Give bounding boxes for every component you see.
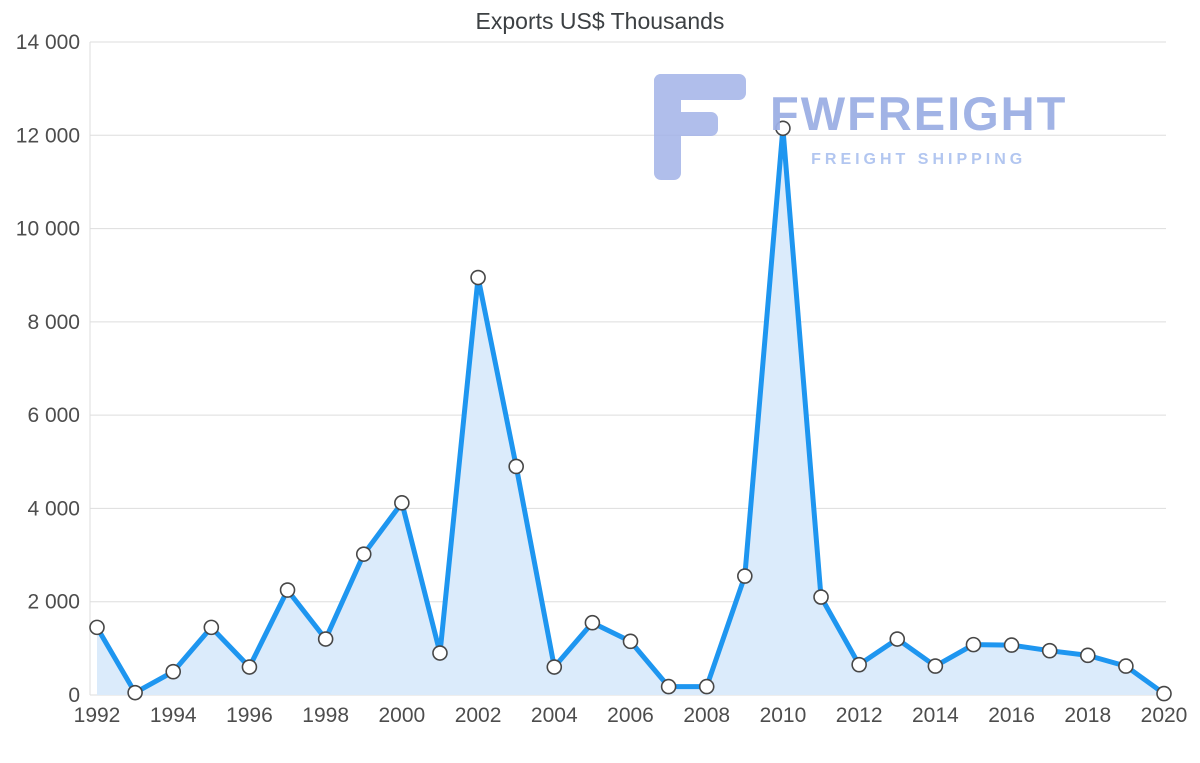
data-point-marker [737, 568, 753, 584]
data-point-marker [622, 633, 639, 650]
data-point-marker [1079, 647, 1096, 664]
data-point-marker [775, 120, 791, 137]
data-point-marker [89, 619, 105, 636]
data-point-marker [584, 614, 601, 631]
x-tick-label: 2014 [912, 704, 959, 727]
data-point-marker [355, 546, 372, 562]
data-point-marker [203, 619, 220, 636]
x-tick-label: 2020 [1141, 704, 1188, 727]
data-point-marker [394, 495, 410, 511]
line-path [94, 125, 1167, 697]
x-tick-label: 2004 [531, 704, 578, 727]
data-point-marker [508, 458, 524, 475]
x-tick-label: 1998 [302, 704, 349, 727]
y-tick-label: 6 000 [27, 404, 80, 427]
x-tick-label: 1992 [74, 704, 121, 727]
x-tick-label: 2010 [760, 704, 807, 727]
x-tick-label: 2002 [455, 704, 502, 727]
y-tick-label: 2 000 [27, 591, 80, 614]
x-tick-label: 2006 [607, 704, 654, 727]
data-point-marker [889, 631, 906, 647]
y-gridlines [90, 41, 1166, 696]
y-tick-label: 4 000 [27, 497, 80, 520]
data-point-marker [698, 678, 715, 695]
x-tick-label: 2012 [836, 704, 883, 727]
x-tick-label: 2008 [683, 704, 730, 727]
line-series [94, 125, 1167, 697]
data-point-marker [546, 659, 563, 675]
x-tick-label: 2016 [988, 704, 1035, 727]
x-tick-label: 2018 [1064, 704, 1111, 727]
data-point-marker [317, 631, 334, 647]
data-point-marker [927, 658, 944, 674]
y-tick-label: 12 000 [16, 124, 80, 147]
data-point-marker [241, 659, 258, 675]
data-point-marker [1041, 642, 1058, 659]
y-tick-label: 0 [68, 684, 80, 707]
area-path [97, 128, 1164, 696]
data-point-marker [813, 589, 829, 605]
data-point-markers [89, 120, 1172, 702]
x-tick-label: 2000 [378, 704, 425, 727]
data-point-marker [1003, 637, 1020, 653]
x-tick-label: 1994 [150, 704, 197, 727]
area-fill [97, 128, 1164, 696]
data-point-marker [127, 684, 143, 701]
y-tick-label: 14 000 [16, 31, 80, 54]
y-tick-label: 10 000 [16, 218, 80, 241]
data-point-marker [1156, 685, 1172, 702]
data-point-marker [470, 269, 486, 286]
data-point-marker [279, 582, 296, 598]
data-point-marker [1118, 658, 1134, 674]
data-point-marker [660, 678, 677, 695]
chart-title: Exports US$ Thousands [475, 8, 725, 34]
data-point-marker [851, 656, 867, 673]
y-tick-label: 8 000 [27, 311, 80, 334]
y-axis-tick-labels: 0 2 000 4 000 6 000 8 000 10 000 12 000 14 000 [16, 31, 80, 707]
data-point-marker [965, 636, 982, 653]
x-axis-tick-labels: 1992 1994 1996 1998 2000 2002 2004 2006 2008 2010… [74, 704, 1188, 727]
data-point-marker [165, 663, 182, 680]
data-point-marker [432, 645, 448, 661]
x-tick-label: 1996 [226, 704, 273, 727]
